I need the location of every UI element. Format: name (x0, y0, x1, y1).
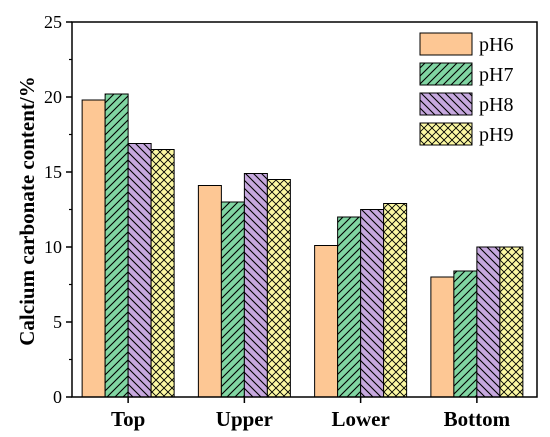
bar-ph8-lower (360, 209, 385, 398)
x-tick-label-upper: Upper (216, 407, 273, 431)
bar-ph7-top (104, 93, 129, 398)
legend: pH6 pH7 pH8 pH9 (419, 32, 513, 146)
bar-ph6-lower (314, 245, 339, 398)
legend-label-ph7: pH7 (479, 64, 513, 86)
bar-ph6-top (81, 99, 106, 398)
bar-ph9-upper (266, 179, 291, 398)
bar-ph7-upper (220, 201, 245, 398)
y-tick-label: 0 (53, 387, 62, 407)
x-tick-label-bottom: Bottom (444, 407, 511, 431)
bar-ph8-top (127, 143, 152, 398)
y-axis-title: Calcium carbonate content/% (15, 76, 39, 345)
y-tick-label: 5 (53, 312, 62, 332)
y-tick-label: 20 (44, 87, 62, 107)
bar-ph6-bottom (430, 276, 455, 398)
bar-ph9-lower (383, 203, 408, 398)
bar-ph7-bottom (453, 270, 478, 398)
legend-label-ph6: pH6 (479, 34, 513, 56)
legend-label-ph9: pH9 (479, 124, 513, 146)
bar-ph8-bottom (476, 246, 501, 398)
legend-swatch-ph7 (419, 62, 473, 86)
x-tick-label-lower: Lower (331, 407, 389, 431)
bar-ph6-upper (197, 185, 222, 398)
y-tick-label: 10 (44, 237, 62, 257)
y-tick-label: 25 (44, 12, 62, 32)
bar-ph8-upper (243, 173, 268, 398)
legend-swatch-ph6 (419, 32, 473, 56)
legend-swatch-ph9 (419, 122, 473, 146)
y-tick-label: 15 (44, 162, 62, 182)
bar-ph7-lower (337, 216, 362, 398)
legend-label-ph8: pH8 (479, 94, 513, 116)
bars-layer (81, 93, 524, 398)
x-tick-label-top: Top (111, 407, 145, 431)
bar-ph9-bottom (499, 246, 524, 398)
bar-ph9-top (150, 149, 175, 398)
axes-layer: 0 5 10 15 20 25 Top Upper Lower Bottom (44, 12, 538, 431)
legend-swatch-ph8 (419, 92, 473, 116)
